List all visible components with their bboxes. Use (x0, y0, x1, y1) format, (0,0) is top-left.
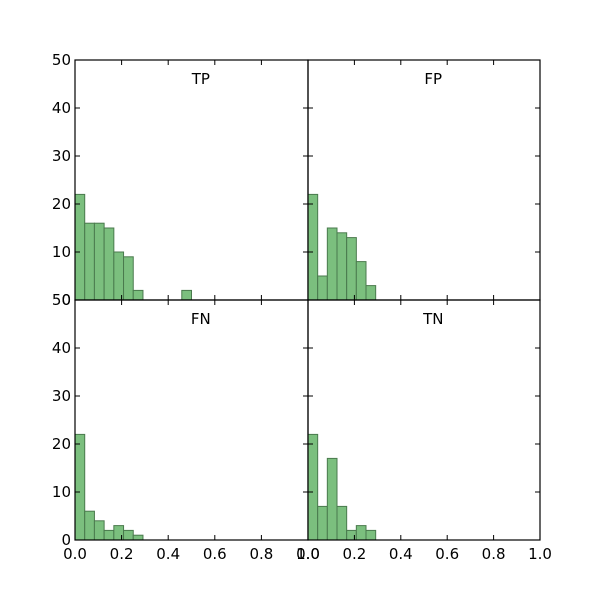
panel-fn: 0.0 0.2 0.4 0.6 0.8 1.0 0 10 20 30 40 50 FN (52, 291, 320, 563)
histogram-bar (365, 529, 377, 541)
y-tick-label: 30 (52, 147, 71, 165)
histogram-bar (123, 529, 134, 541)
histogram-bar (307, 193, 319, 301)
panel-title: FP (424, 70, 442, 88)
x-tick-label: 0.0 (296, 545, 320, 563)
y-tick-label: 40 (52, 339, 71, 357)
histogram-bar (307, 433, 319, 541)
y-tick-label: 10 (52, 483, 71, 501)
histogram-bar (84, 510, 95, 541)
y-tick-label: 50 (52, 51, 71, 69)
panel-title: TP (191, 70, 210, 88)
x-tick-label: 0.6 (435, 545, 459, 563)
histogram-bar (326, 457, 338, 541)
histogram-bar (355, 261, 367, 301)
histogram-bar (132, 289, 144, 301)
axes-frame (74, 299, 309, 541)
histogram-bar (74, 193, 86, 301)
histogram-bar (84, 222, 95, 301)
panel-tn: 0.0 0.2 0.4 0.6 0.8 1.0 TN (296, 299, 552, 563)
histogram-bar (346, 237, 357, 301)
histogram-bar (317, 275, 328, 301)
y-tick-label: 50 (52, 291, 71, 309)
y-tick-label: 0 (61, 291, 71, 309)
panel-title: TN (422, 310, 443, 328)
histogram-bar (132, 534, 144, 541)
y-tick-label: 20 (52, 435, 71, 453)
x-tick-label: 0.8 (249, 545, 273, 563)
histogram-bar (336, 505, 348, 541)
histogram-bar (93, 520, 105, 541)
histogram-bar (326, 227, 338, 301)
x-tick-label: 1.0 (296, 545, 320, 563)
histogram-bar (74, 433, 86, 541)
x-tick-label: 0.4 (156, 545, 180, 563)
x-tick-label: 0.6 (203, 545, 227, 563)
x-tick-label: 0.2 (342, 545, 366, 563)
histogram-bar (365, 285, 377, 301)
histogram-bar (181, 289, 193, 301)
histogram-bar (103, 227, 115, 301)
histogram-bar (113, 251, 125, 301)
histogram-bar (336, 232, 348, 301)
histogram-bar (93, 222, 105, 301)
x-tick-label: 0.0 (63, 545, 87, 563)
y-tick-label: 30 (52, 387, 71, 405)
x-tick-label: 0.8 (482, 545, 506, 563)
panel-tp: 0 10 20 30 40 50 TP (52, 51, 309, 309)
x-tick-label: 0.4 (389, 545, 413, 563)
x-tick-label: 0.2 (110, 545, 134, 563)
y-tick-label: 20 (52, 195, 71, 213)
panel-fp: FP (307, 59, 541, 301)
histogram-bar (123, 256, 134, 301)
histogram-bar (355, 525, 367, 541)
panel-title: FN (191, 310, 211, 328)
y-tick-label: 40 (52, 99, 71, 117)
y-tick-label: 10 (52, 243, 71, 261)
y-tick-label: 0 (61, 531, 71, 549)
x-tick-label: 1.0 (528, 545, 552, 563)
axes-frame (307, 299, 541, 541)
histogram-bar (317, 505, 328, 541)
histogram-bar (103, 529, 115, 541)
